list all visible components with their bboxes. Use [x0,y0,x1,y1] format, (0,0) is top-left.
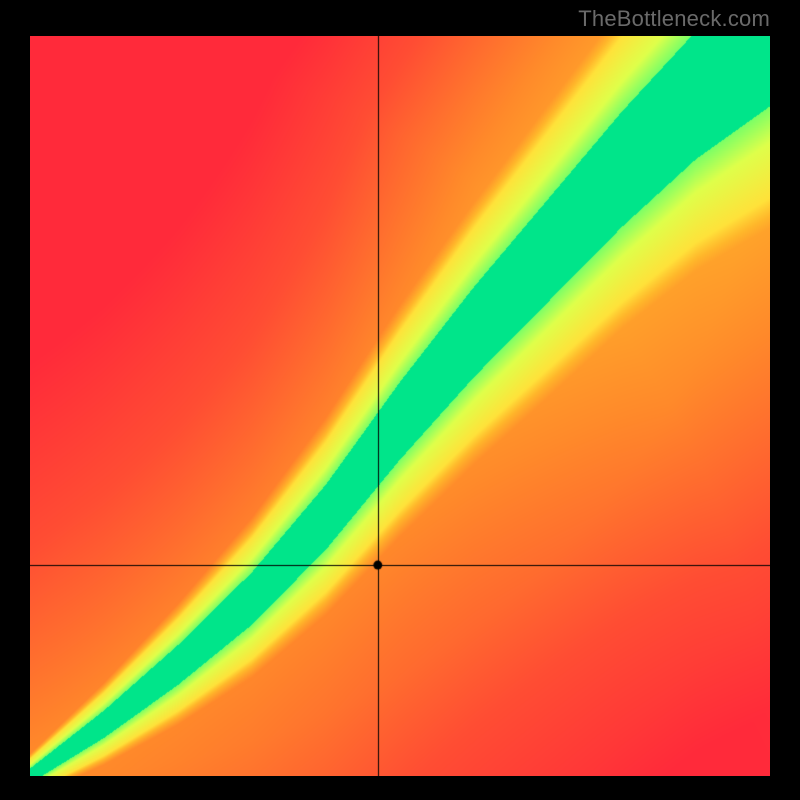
heatmap-canvas [30,36,770,776]
watermark-text: TheBottleneck.com [578,6,770,32]
